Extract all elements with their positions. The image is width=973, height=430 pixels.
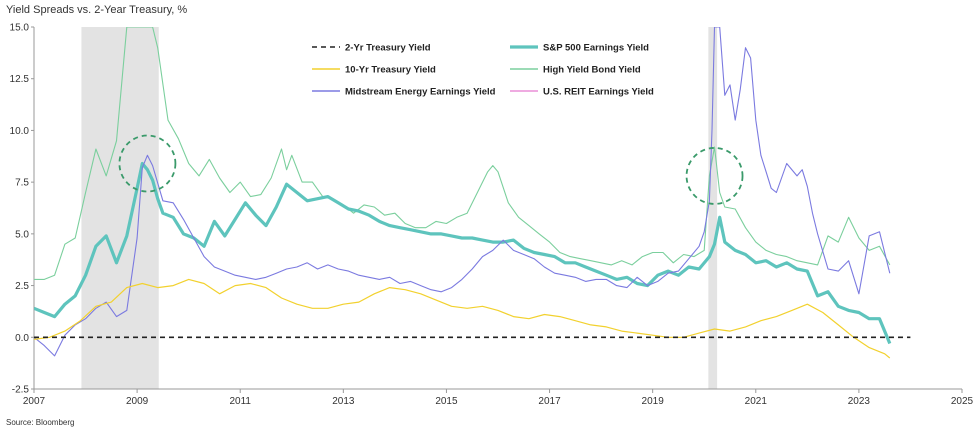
x-tick-label: 2009 bbox=[126, 396, 149, 407]
y-tick-label: 2.5 bbox=[15, 281, 29, 292]
chart-title: Yield Spreads vs. 2-Year Treasury, % bbox=[6, 4, 188, 16]
legend-label-5: U.S. REIT Earnings Yield bbox=[543, 87, 654, 98]
highlight-circle-0 bbox=[118, 134, 177, 193]
y-tick-label: 7.5 bbox=[15, 178, 29, 189]
legend-label-1: S&P 500 Earnings Yield bbox=[543, 43, 649, 54]
x-tick-label: 2021 bbox=[745, 396, 768, 407]
x-tick-label: 2019 bbox=[642, 396, 665, 407]
x-tick-label: 2015 bbox=[435, 396, 458, 407]
x-tick-label: 2007 bbox=[23, 396, 46, 407]
y-tick-label: 10.0 bbox=[10, 126, 30, 137]
highlight-circle-1 bbox=[685, 147, 744, 205]
source-note: Source: Bloomberg bbox=[6, 418, 75, 427]
x-tick-label: 2025 bbox=[951, 396, 973, 407]
recession-band-0 bbox=[81, 27, 159, 389]
x-tick-label: 2011 bbox=[229, 396, 251, 407]
series-line-4 bbox=[34, 27, 891, 357]
series-group bbox=[34, 27, 911, 359]
x-tick-label: 2023 bbox=[848, 396, 871, 407]
y-tick-label: 12.5 bbox=[10, 74, 30, 85]
y-tick-label: 15.0 bbox=[10, 23, 30, 34]
legend-label-4: Midstream Energy Earnings Yield bbox=[345, 87, 496, 98]
x-tick-label: 2013 bbox=[332, 396, 355, 407]
series-line-1 bbox=[34, 161, 892, 345]
series-line-2 bbox=[34, 278, 891, 359]
y-tick-label: 5.0 bbox=[15, 229, 29, 240]
legend: 2-Yr Treasury Yield S&P 500 Earnings Yiel… bbox=[312, 43, 654, 98]
legend-label-2: 10-Yr Treasury Yield bbox=[345, 65, 436, 76]
x-tick-label: 2017 bbox=[538, 396, 561, 407]
recession-band-1 bbox=[708, 27, 718, 389]
legend-label-3: High Yield Bond Yield bbox=[543, 65, 641, 76]
legend-label-0: 2-Yr Treasury Yield bbox=[345, 43, 431, 54]
y-tick-label: -2.5 bbox=[12, 385, 30, 396]
y-tick-label: 0.0 bbox=[15, 333, 29, 344]
series-line-3 bbox=[34, 27, 891, 280]
